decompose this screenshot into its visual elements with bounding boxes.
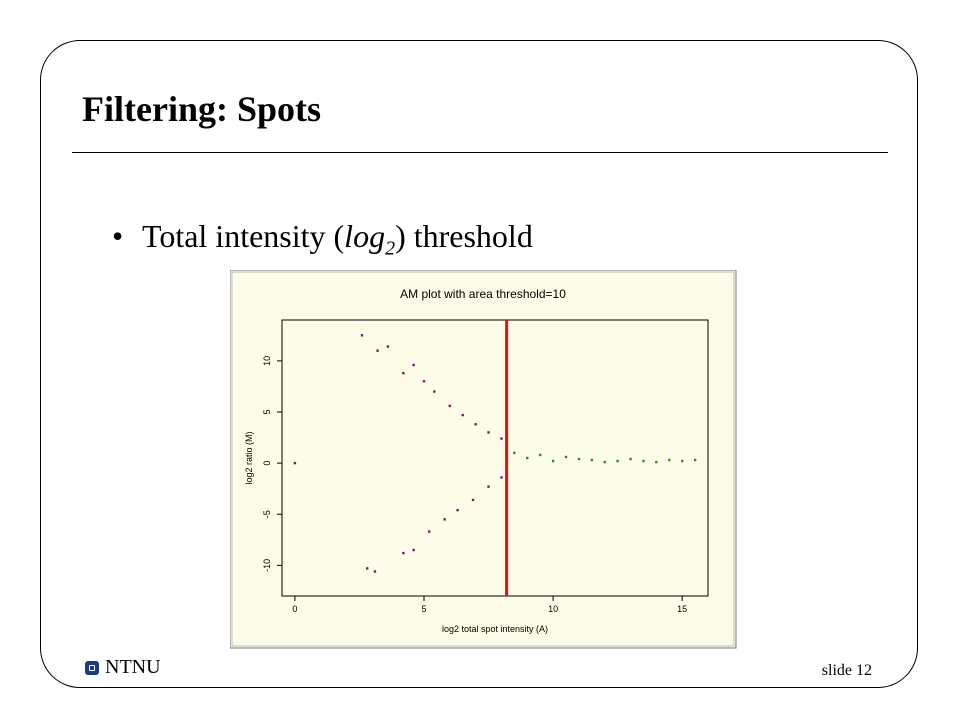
point-high-intensity — [655, 460, 658, 464]
point-high-intensity — [680, 459, 684, 463]
chart-title: AM plot with area threshold=10 — [400, 287, 566, 301]
point-low-intensity — [427, 530, 431, 533]
plot-area — [281, 319, 709, 597]
x-tick-label: 5 — [421, 604, 426, 614]
am-plot-figure: AM plot with area threshold=10 0 5 10 15 -10… — [229, 269, 738, 650]
axes: 0 5 10 15 -10 -5 0 5 10 — [262, 320, 687, 614]
bullet-sub: 2 — [385, 237, 396, 260]
point-low-intensity — [487, 485, 490, 488]
plot-panel-inner-border — [231, 271, 735, 647]
point-low-intensity — [376, 349, 379, 352]
x-axis-label: log2 total spot intensity (A) — [442, 624, 548, 634]
point-high-intensity — [551, 459, 555, 463]
point-high-intensity — [577, 457, 581, 461]
ntnu-logo-icon — [85, 660, 99, 675]
point-high-intensity — [513, 451, 516, 455]
y-tick-label: -5 — [262, 510, 272, 518]
y-tick-label: 5 — [262, 409, 272, 414]
point-low-intensity — [422, 380, 426, 383]
point-high-intensity — [526, 456, 529, 460]
point-low-intensity — [448, 404, 452, 408]
slide-title: Filtering: Spots — [82, 89, 321, 129]
point-low-intensity — [386, 345, 390, 348]
point-high-intensity — [616, 459, 619, 463]
point-high-intensity — [629, 457, 632, 461]
slide-frame — [40, 40, 918, 688]
point-low-intensity — [412, 548, 415, 552]
point-low-intensity — [433, 390, 436, 393]
bullet-var: log — [344, 218, 386, 254]
point-low-intensity — [360, 334, 364, 337]
ntnu-logo-text: NTNU — [105, 656, 161, 678]
slide-number: slide 12 — [821, 662, 872, 679]
x-tick-label: 0 — [292, 604, 297, 614]
point-low-intensity — [402, 551, 405, 555]
point-low-intensity — [412, 363, 415, 367]
y-tick-label: 10 — [262, 356, 272, 366]
point-low-intensity — [500, 476, 503, 479]
point-low-intensity — [366, 567, 369, 570]
point-low-intensity — [402, 371, 405, 375]
point-high-intensity — [642, 459, 645, 463]
point-low-intensity — [471, 498, 475, 502]
bullet-dot: • — [112, 218, 124, 254]
scatter-points — [293, 334, 697, 573]
bullet-prefix: Total intensity ( — [142, 218, 345, 254]
point-high-intensity — [564, 455, 568, 459]
point-low-intensity — [456, 508, 459, 512]
bullet-suffix: ) threshold — [395, 218, 533, 254]
point-low-intensity — [500, 437, 503, 440]
x-tick-label: 15 — [677, 604, 687, 614]
y-tick-label: -10 — [262, 559, 272, 572]
bullet-item: • Total intensity (log2) threshold — [112, 218, 533, 260]
point-low-intensity — [487, 431, 490, 434]
y-tick-label: 0 — [262, 461, 272, 466]
ntnu-logo: NTNU — [85, 656, 161, 679]
am-plot-chart: AM plot with area threshold=10 0 5 10 15 -10… — [229, 269, 737, 649]
x-tick-label: 10 — [548, 604, 558, 614]
point-low-intensity — [293, 461, 297, 465]
point-high-intensity — [668, 458, 671, 462]
point-low-intensity — [474, 423, 477, 426]
point-high-intensity — [693, 458, 697, 462]
point-low-intensity — [373, 570, 377, 573]
title-divider — [72, 152, 888, 153]
point-low-intensity — [461, 413, 464, 417]
point-high-intensity — [590, 458, 594, 462]
point-low-intensity — [443, 518, 446, 521]
y-axis-label: log2 ratio (M) — [244, 431, 254, 484]
point-high-intensity — [603, 460, 606, 464]
point-high-intensity — [538, 453, 542, 457]
